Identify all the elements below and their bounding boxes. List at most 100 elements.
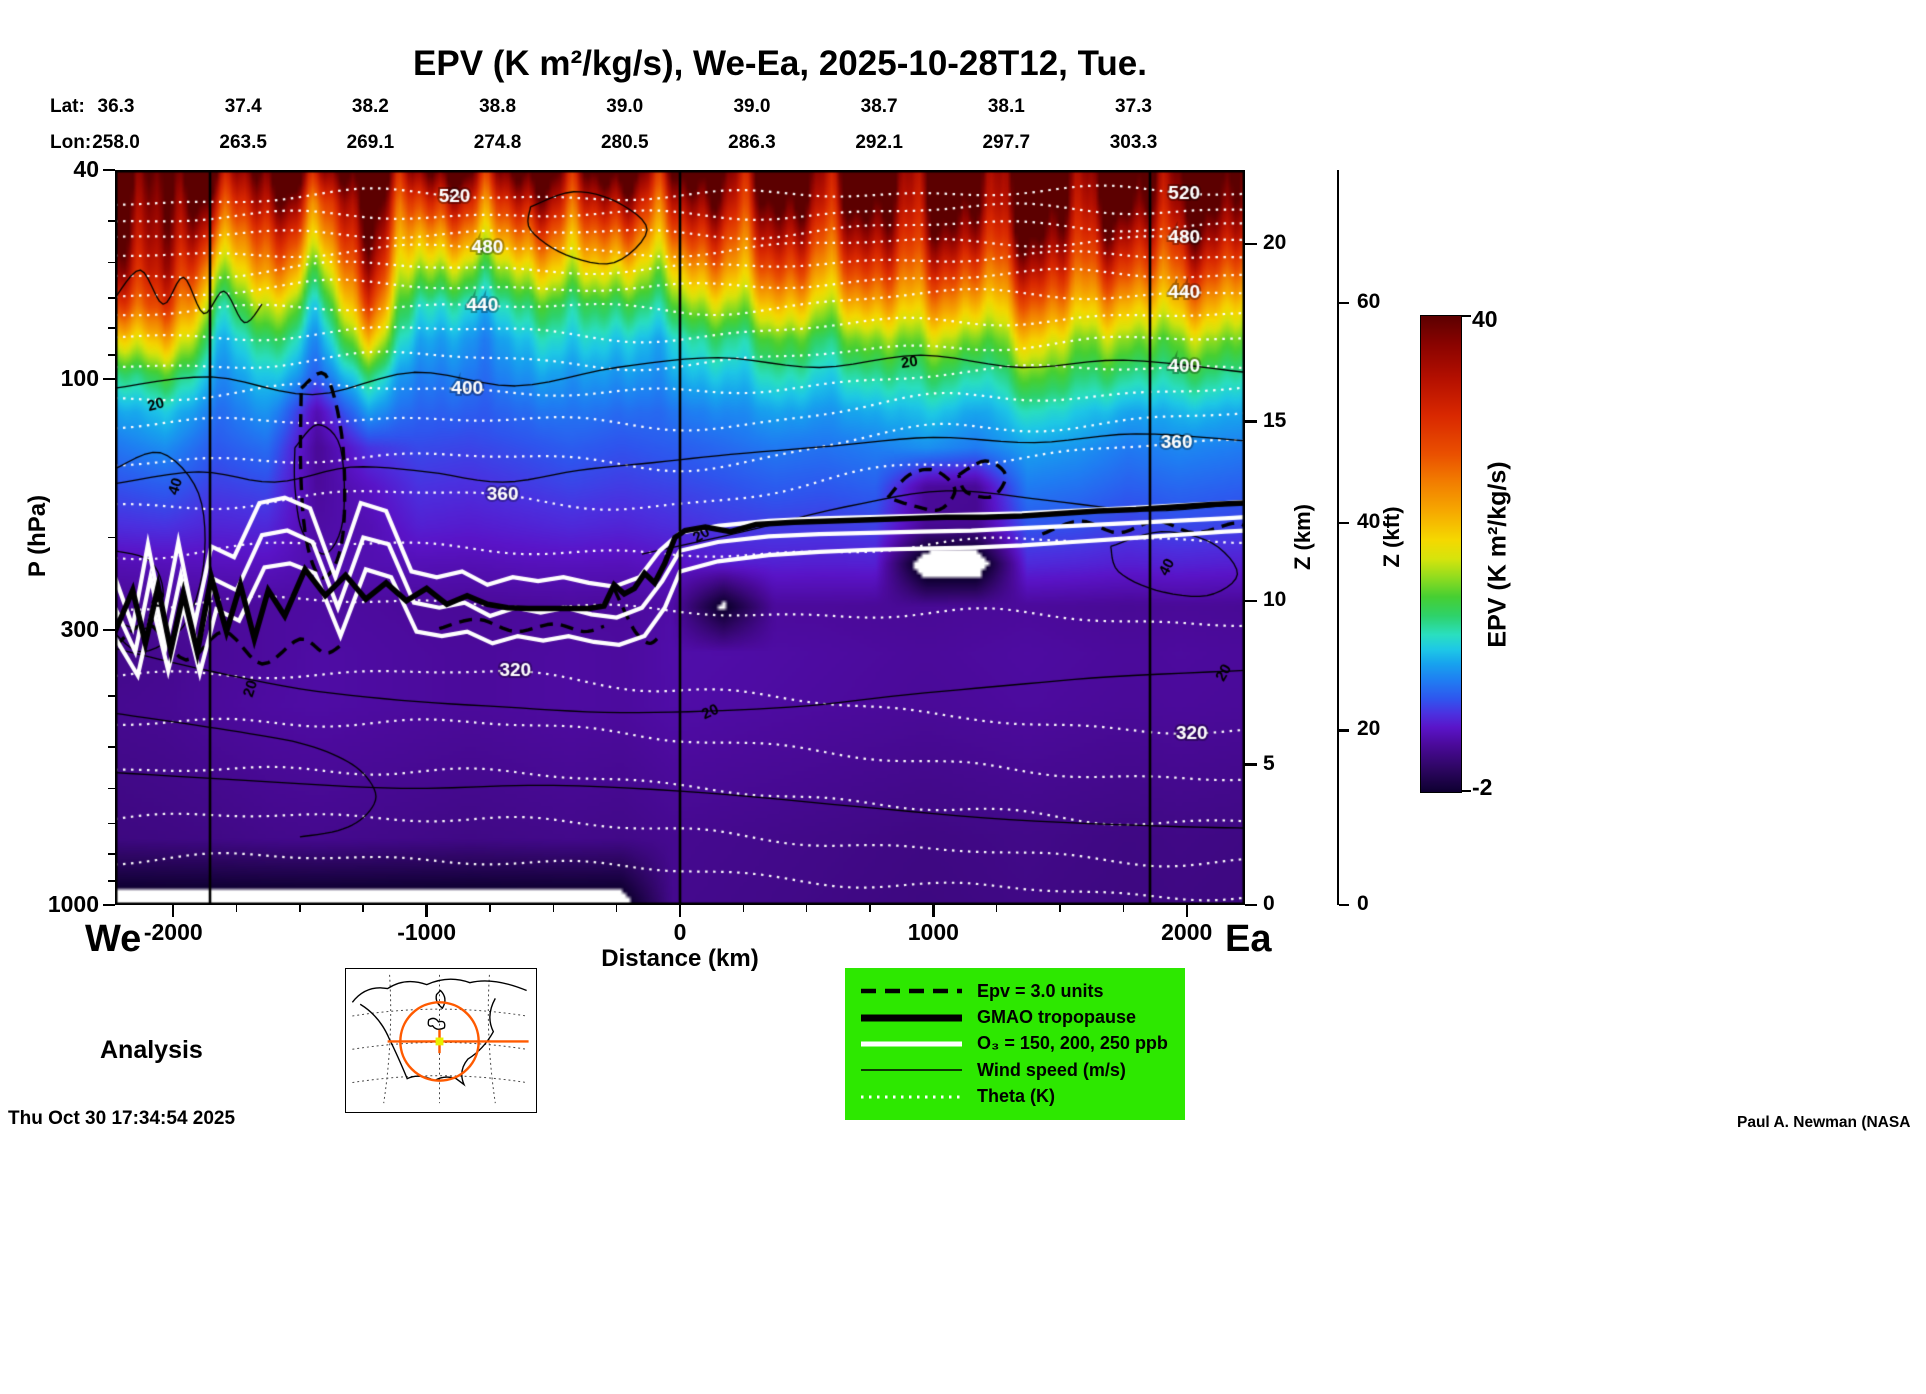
map-location-marker: [435, 1037, 444, 1046]
colorbar-max-tick: [1461, 314, 1471, 317]
x-axis-tick: [425, 905, 428, 917]
y-axis-minor-tick: [108, 694, 115, 697]
legend-item-label: Wind speed (m/s): [977, 1059, 1126, 1080]
y-axis-tick: [103, 628, 115, 632]
x-axis-minor-tick: [1059, 905, 1061, 912]
lon-value: 274.8: [473, 132, 522, 153]
y-axis-tick: [103, 903, 115, 907]
legend: Epv = 3.0 units GMAO tropopause O₃ = 150…: [845, 968, 1185, 1120]
x-axis-minor-tick: [742, 905, 745, 912]
z-kft-tick-label: 20: [1357, 717, 1381, 741]
distance-axis-label: Distance (km): [601, 945, 759, 972]
y-axis-minor-tick: [108, 327, 115, 330]
y-axis-minor-tick: [108, 261, 115, 264]
thick-line-icon: [861, 1014, 962, 1022]
lat-value: 38.2: [351, 96, 389, 117]
thin-line-icon: [861, 1069, 962, 1072]
location-map-inset: [345, 968, 537, 1113]
plot-area: [115, 170, 1245, 905]
lat-value: 39.0: [606, 96, 644, 117]
x-axis-tick: [1185, 905, 1188, 917]
legend-item-label: Epv = 3.0 units: [977, 980, 1104, 1001]
y-axis-tick-label: 1000: [47, 891, 99, 917]
pressure-axis-label: P (hPa): [24, 494, 51, 578]
z-kft-tick-label: 0: [1357, 892, 1369, 915]
lon-value: 303.3: [1109, 132, 1158, 153]
lat-value: 37.3: [1115, 96, 1152, 117]
x-axis-minor-tick: [615, 905, 618, 912]
y-axis-minor-tick: [108, 787, 115, 790]
x-axis-minor-tick: [805, 905, 808, 912]
x-axis-tick: [678, 905, 682, 917]
y-axis-tick: [103, 378, 115, 381]
y-axis-minor-tick: [108, 354, 115, 356]
lon-axis-label: Lon:: [50, 132, 92, 153]
legend-item-label: O₃ = 150, 200, 250 ppb: [977, 1033, 1168, 1054]
y-axis-tick-label: 40: [73, 156, 99, 182]
colorbar: [1420, 315, 1462, 793]
lat-value: 38.7: [860, 96, 898, 117]
x-axis-tick: [932, 905, 935, 917]
z-km-tick-label: 15: [1263, 408, 1287, 432]
y-axis-minor-tick: [108, 745, 115, 748]
legend-item-label: GMAO tropopause: [977, 1007, 1137, 1028]
legend-item: O₃ = 150, 200, 250 ppb: [859, 1033, 1179, 1054]
chart-title: EPV (K m²/kg/s), We-Ea, 2025-10-28T12, T…: [413, 44, 1147, 83]
z-km-tick: [1245, 600, 1257, 603]
timestamp: Thu Oct 30 17:34:54 2025: [8, 1108, 236, 1129]
lat-value: 36.3: [97, 96, 135, 117]
y-axis-minor-tick: [108, 536, 115, 539]
z-km-tick-label: 5: [1263, 751, 1275, 775]
z-kft-tick: [1339, 521, 1349, 524]
x-axis-tick-label: 0: [673, 919, 687, 945]
z-kft-tick: [1339, 729, 1349, 732]
z-kft-tick-label: 60: [1357, 290, 1381, 314]
y-axis-minor-tick: [108, 822, 115, 825]
legend-item: Wind speed (m/s): [859, 1060, 1179, 1081]
epv-cross-section-canvas: [115, 170, 1245, 905]
lon-value: 292.1: [855, 132, 903, 153]
z-km-tick: [1245, 763, 1257, 766]
east-end-label: Ea: [1225, 918, 1272, 960]
lat-value: 38.8: [479, 96, 517, 117]
white-line-icon: [861, 1041, 962, 1047]
y-axis-tick-label: 300: [60, 616, 99, 643]
z-km-tick: [1245, 420, 1257, 423]
x-axis-minor-tick: [362, 905, 365, 912]
y-axis-tick: [103, 168, 115, 172]
z-km-tick-label: 0: [1263, 892, 1275, 915]
lat-value: 37.4: [224, 96, 262, 117]
y-axis-tick-label: 100: [60, 365, 99, 392]
z-kft-tick: [1339, 903, 1349, 907]
location-map: [351, 974, 529, 1104]
x-axis-tick-label: 1000: [907, 919, 959, 945]
z-kft-axis-label: Z (kft): [1379, 506, 1404, 568]
west-end-label: We: [85, 918, 142, 960]
analysis-label: Analysis: [100, 1036, 203, 1064]
x-axis-minor-tick: [299, 905, 301, 912]
y-axis-minor-tick: [108, 880, 115, 882]
x-axis-minor-tick: [869, 905, 871, 912]
colorbar-label: EPV (K m²/kg/s): [1483, 461, 1512, 648]
z-km-tick: [1245, 903, 1257, 907]
x-axis-minor-tick: [235, 905, 238, 912]
z-km-tick-label: 10: [1263, 588, 1287, 612]
x-axis-tick-label: -2000: [143, 919, 203, 945]
lon-value: 280.5: [600, 132, 649, 153]
dotted-line-icon: [861, 1095, 962, 1099]
z-km-tick-label: 20: [1263, 230, 1287, 254]
x-axis-minor-tick: [995, 905, 998, 912]
y-axis-minor-tick: [108, 220, 115, 222]
lon-value: 286.3: [728, 132, 776, 153]
map-graticule: [352, 974, 527, 1104]
lon-value: 269.1: [346, 132, 395, 153]
z-kft-axis-line: [1337, 170, 1339, 905]
colorbar-max-label: 40: [1472, 306, 1498, 332]
credit: Paul A. Newman (NASA: [1737, 1114, 1911, 1131]
z-km-axis-label: Z (km): [1290, 504, 1315, 570]
legend-item-label: Theta (K): [977, 1086, 1055, 1107]
map-crosshair-icon: [387, 1001, 529, 1082]
x-axis-minor-tick: [489, 905, 491, 912]
dashed-line-icon: [861, 988, 962, 994]
